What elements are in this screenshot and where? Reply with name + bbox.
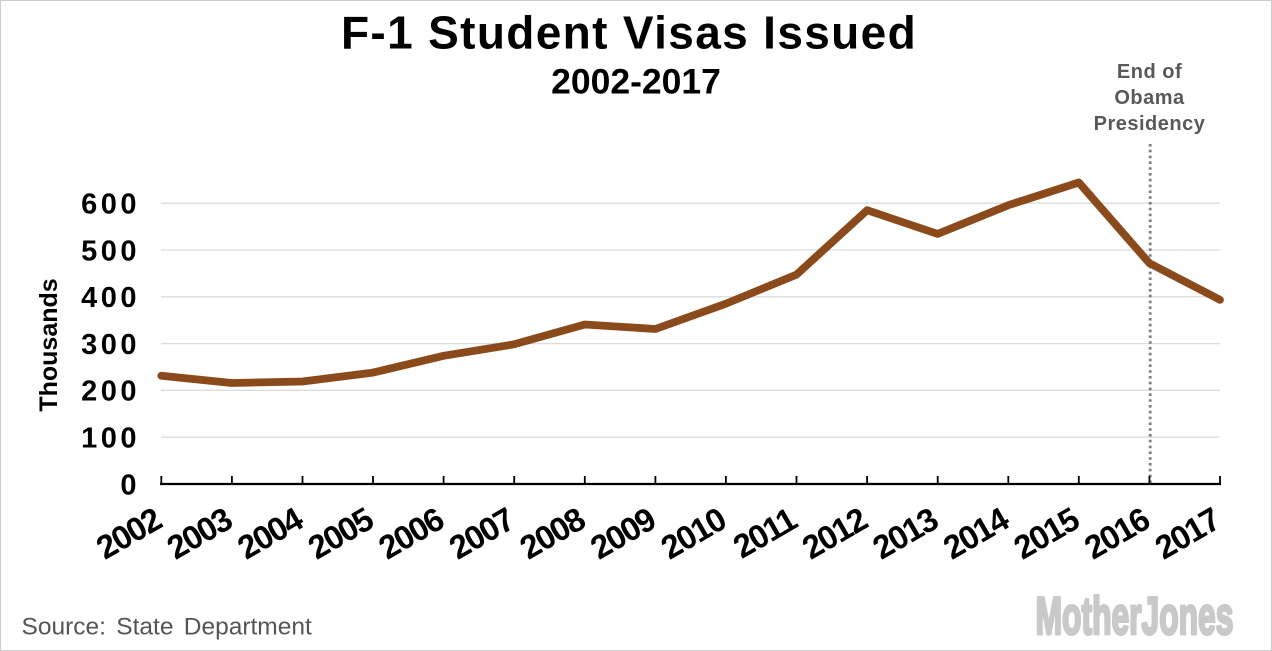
svg-text:Thousands: Thousands xyxy=(35,278,63,411)
svg-text:Presidency: Presidency xyxy=(1094,113,1206,135)
svg-text:MotherJones: MotherJones xyxy=(1036,587,1234,646)
svg-text:0: 0 xyxy=(120,469,140,501)
svg-text:End of: End of xyxy=(1117,61,1182,83)
svg-text:200: 200 xyxy=(81,376,140,408)
svg-text:Obama: Obama xyxy=(1114,87,1185,109)
svg-text:2002-2017: 2002-2017 xyxy=(551,62,721,102)
svg-text:100: 100 xyxy=(81,423,140,455)
svg-text:400: 400 xyxy=(81,282,140,314)
svg-text:F-1 Student Visas Issued: F-1 Student Visas Issued xyxy=(341,7,917,59)
svg-text:Source: State Department: Source: State Department xyxy=(22,614,312,641)
svg-text:300: 300 xyxy=(81,329,140,361)
svg-text:600: 600 xyxy=(81,189,140,221)
svg-text:500: 500 xyxy=(81,235,140,267)
